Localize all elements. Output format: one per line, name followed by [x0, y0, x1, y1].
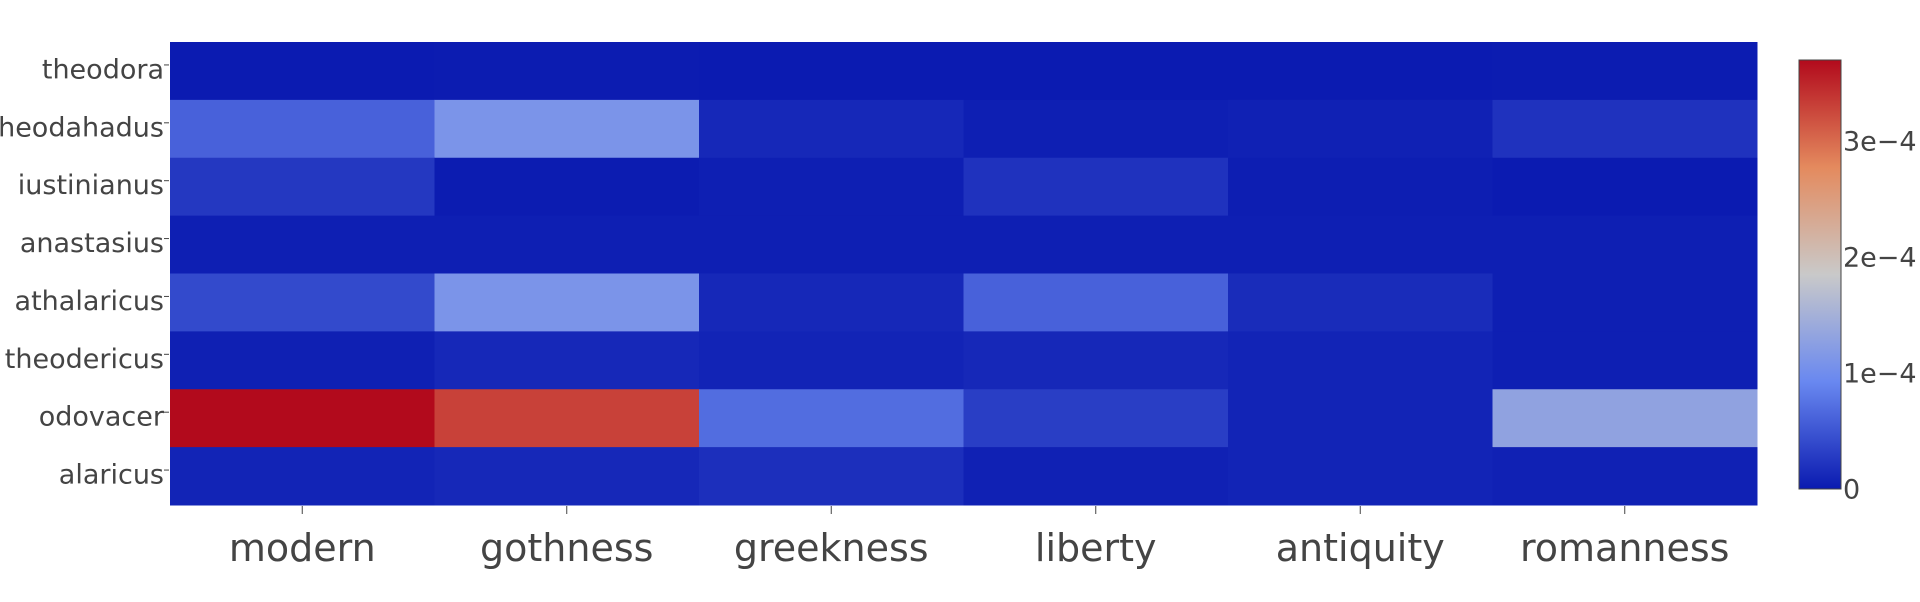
- heatmap-cell-athalaricus-liberty: [963, 273, 1229, 332]
- heatmap-cell-theodora-antiquity: [1228, 42, 1493, 101]
- y-tick-label: iustinianus: [18, 170, 164, 201]
- heatmap-cell-theodahadus-romanness: [1492, 99, 1758, 159]
- heatmap-cell-theodora-romanness: [1492, 42, 1758, 101]
- heatmap-cell-iustinianus-greekness: [699, 157, 964, 217]
- heatmap-cell-odovacer-gothness: [434, 389, 700, 448]
- heatmap-cell-theodericus-liberty: [963, 331, 1229, 390]
- colorbar-tick-label: 3e−4: [1843, 127, 1917, 158]
- heatmap-cell-odovacer-liberty: [963, 389, 1229, 448]
- heatmap-cell-iustinianus-antiquity: [1228, 157, 1493, 217]
- heatmap-cell-theodahadus-gothness: [434, 99, 700, 159]
- colorbar-gradient: [1798, 59, 1842, 490]
- x-axis: modern gothness greekness liberty antiquity r…: [229, 506, 1729, 570]
- heatmap-cell-alaricus-romanness: [1492, 447, 1758, 506]
- y-tick-label: athalaricus: [15, 286, 164, 317]
- heatmap-cell-theodericus-gothness: [434, 331, 700, 390]
- heatmap-cell-theodora-gothness: [434, 42, 700, 101]
- heatmap-cell-anastasius-gothness: [434, 215, 700, 274]
- heatmap-cell-alaricus-antiquity: [1228, 447, 1493, 506]
- heatmap-cell-theodora-liberty: [963, 42, 1229, 101]
- x-tick-label: gothness: [480, 526, 653, 570]
- y-tick-label: theodora: [42, 54, 164, 85]
- heatmap-cell-odovacer-greekness: [699, 389, 964, 448]
- heatmap-cell-theodericus-greekness: [699, 331, 964, 390]
- y-axis: theodora theodahadus iustinianus anastasius…: [0, 54, 169, 491]
- heatmap-cell-athalaricus-romanness: [1492, 273, 1758, 332]
- heatmap-cell-iustinianus-liberty: [963, 157, 1229, 217]
- heatmap-cell-theodericus-romanness: [1492, 331, 1758, 390]
- heatmap-cell-theodora-greekness: [699, 42, 964, 101]
- heatmap-cell-odovacer-modern: [170, 389, 435, 448]
- colorbar-tick-label: 2e−4: [1843, 243, 1917, 274]
- heatmap-cell-anastasius-antiquity: [1228, 215, 1493, 274]
- heatmap-cell-iustinianus-gothness: [434, 157, 700, 217]
- heatmap-cell-anastasius-liberty: [963, 215, 1229, 274]
- heatmap-cell-alaricus-liberty: [963, 447, 1229, 506]
- heatmap-cell-alaricus-greekness: [699, 447, 964, 506]
- y-tick-label: odovacer: [39, 402, 165, 433]
- heatmap-cell-anastasius-greekness: [699, 215, 964, 274]
- x-tick-label: romanness: [1520, 526, 1729, 570]
- heatmap-cell-iustinianus-romanness: [1492, 157, 1758, 217]
- x-tick-label: liberty: [1035, 526, 1157, 570]
- heatmap-cell-athalaricus-greekness: [699, 273, 964, 332]
- heatmap-cell-anastasius-modern: [170, 215, 435, 274]
- colorbar: 0 1e−4 2e−4 3e−4: [1798, 59, 1917, 506]
- heatmap-cell-odovacer-antiquity: [1228, 389, 1493, 448]
- heatmap-cell-athalaricus-antiquity: [1228, 273, 1493, 332]
- y-tick-label: alaricus: [59, 460, 164, 491]
- heatmap-cell-theodericus-antiquity: [1228, 331, 1493, 390]
- heatmap-cell-theodericus-modern: [170, 331, 435, 390]
- heatmap-cell-theodora-modern: [170, 42, 435, 101]
- heatmap-cell-theodahadus-greekness: [699, 99, 964, 159]
- heatmap-cell-anastasius-romanness: [1492, 215, 1758, 274]
- heatmap-cell-theodahadus-liberty: [963, 99, 1229, 159]
- colorbar-tick-label: 1e−4: [1843, 359, 1917, 390]
- heatmap-cell-theodahadus-modern: [170, 99, 435, 159]
- y-tick-label: anastasius: [20, 228, 164, 259]
- heatmap-cell-odovacer-romanness: [1492, 389, 1758, 448]
- y-tick-label: theodahadus: [0, 112, 164, 143]
- heatmap-cell-theodahadus-antiquity: [1228, 99, 1493, 159]
- heatmap-cell-alaricus-gothness: [434, 447, 700, 506]
- heatmap-cell-alaricus-modern: [170, 447, 435, 506]
- x-tick-label: antiquity: [1276, 526, 1445, 570]
- heatmap-cell-iustinianus-modern: [170, 157, 435, 217]
- y-tick-label: theodericus: [5, 344, 164, 375]
- heatmap-cells: [170, 42, 1758, 506]
- heatmap-cell-athalaricus-modern: [170, 273, 435, 332]
- x-tick-label: modern: [229, 526, 376, 570]
- x-tick-label: greekness: [734, 526, 929, 570]
- heatmap-cell-athalaricus-gothness: [434, 273, 700, 332]
- colorbar-tick-label: 0: [1843, 475, 1860, 506]
